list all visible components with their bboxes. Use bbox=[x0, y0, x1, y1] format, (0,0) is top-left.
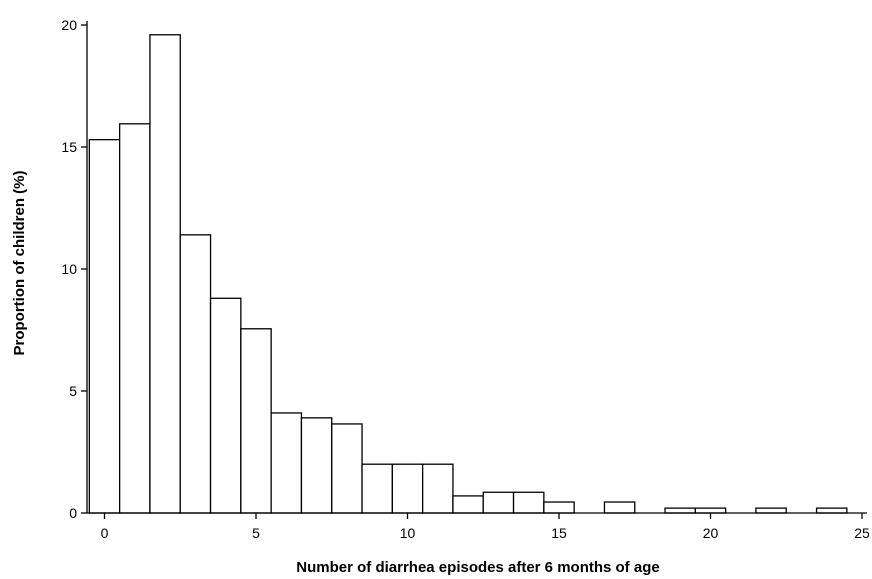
histogram-bar bbox=[603, 501, 636, 514]
histogram-bar bbox=[270, 412, 303, 514]
histogram-bar bbox=[452, 495, 484, 514]
x-tick-label: 20 bbox=[703, 525, 719, 541]
histogram-bar bbox=[694, 507, 727, 514]
y-ticks-group: 0 5 10 15 20 bbox=[61, 17, 87, 521]
histogram-bar bbox=[361, 463, 393, 514]
histogram-bar bbox=[512, 491, 545, 514]
x-tick-label: 0 bbox=[101, 525, 109, 541]
x-tick-label: 5 bbox=[252, 525, 260, 541]
x-tick-label: 10 bbox=[400, 525, 416, 541]
histogram-bar bbox=[209, 297, 242, 514]
x-axis-title: Number of diarrhea episodes after 6 mont… bbox=[296, 559, 659, 576]
histogram-bar bbox=[543, 501, 575, 514]
histogram-bar bbox=[240, 328, 272, 514]
bars-group bbox=[88, 34, 848, 514]
histogram-bar bbox=[149, 34, 181, 514]
histogram-bar bbox=[755, 507, 787, 514]
histogram-bar bbox=[88, 139, 121, 514]
y-tick-label: 15 bbox=[61, 139, 77, 155]
y-tick-label: 5 bbox=[69, 383, 77, 399]
histogram-bar bbox=[179, 234, 212, 514]
y-tick-label: 20 bbox=[61, 17, 77, 33]
histogram-bar bbox=[664, 507, 696, 514]
histogram-bar bbox=[391, 463, 424, 514]
histogram-bar bbox=[119, 123, 151, 514]
histogram-bar bbox=[815, 507, 848, 514]
histogram-bar bbox=[421, 463, 454, 514]
y-tick-label: 0 bbox=[69, 505, 77, 521]
x-ticks-group: 0 5 10 15 20 25 bbox=[101, 513, 870, 541]
histogram-bar bbox=[482, 491, 515, 514]
x-tick-label: 25 bbox=[854, 525, 870, 541]
x-tick-label: 15 bbox=[551, 525, 567, 541]
histogram-bar bbox=[331, 423, 363, 514]
y-tick-label: 10 bbox=[61, 261, 77, 277]
histogram-bar bbox=[300, 417, 333, 514]
y-axis-title: Proportion of children (%) bbox=[11, 171, 28, 356]
